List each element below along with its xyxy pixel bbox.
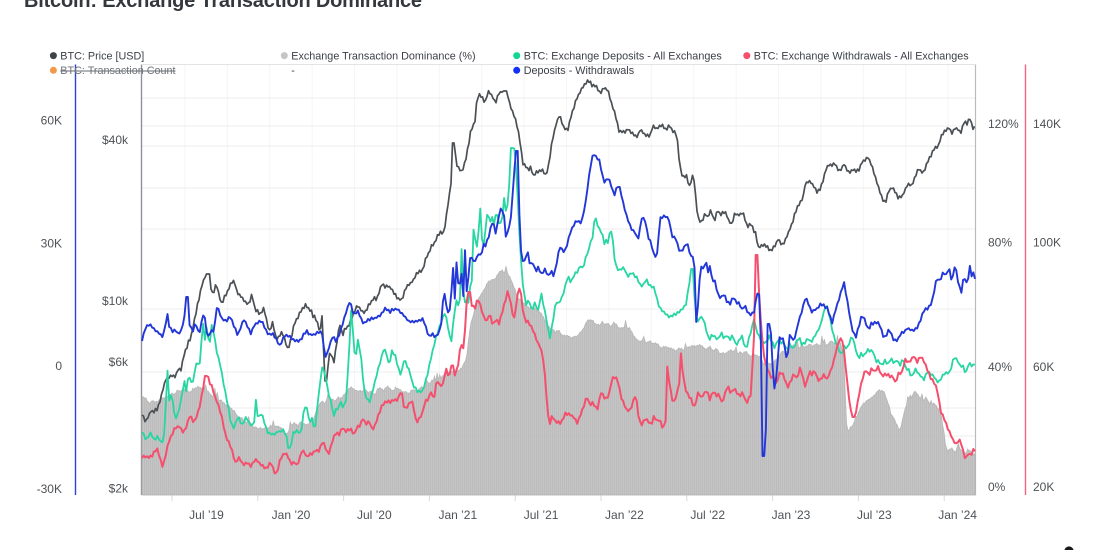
svg-text:Jul ’21: Jul ’21 [524, 508, 559, 522]
svg-text:$10k: $10k [102, 294, 129, 308]
svg-text:60K: 60K [41, 114, 62, 128]
svg-text:$2k: $2k [109, 481, 129, 495]
svg-text:0%: 0% [988, 480, 1006, 494]
svg-text:-30K: -30K [37, 482, 62, 496]
svg-text:100K: 100K [1033, 236, 1061, 250]
svg-text:$40k: $40k [102, 133, 129, 147]
svg-text:Deposits - Withdrawals: Deposits - Withdrawals [524, 65, 635, 77]
svg-text:BTC: Price [USD]: BTC: Price [USD] [60, 50, 144, 62]
svg-text:Jul ’23: Jul ’23 [857, 508, 892, 522]
svg-text:40%: 40% [988, 360, 1012, 374]
svg-text:Jan ’22: Jan ’22 [605, 508, 644, 522]
svg-text:Jul ’19: Jul ’19 [189, 508, 224, 522]
svg-text:80%: 80% [988, 236, 1012, 250]
svg-text:Exchange Transaction Dominance: Exchange Transaction Dominance (%) [291, 50, 475, 62]
svg-text:BTC: Exchange Withdrawals - Al: BTC: Exchange Withdrawals - All Exchange… [754, 50, 969, 62]
svg-text:Jan ’23: Jan ’23 [772, 508, 811, 522]
svg-text:140K: 140K [1033, 117, 1061, 131]
svg-text:Jan ’24: Jan ’24 [938, 508, 977, 522]
svg-text:Jul ’22: Jul ’22 [690, 508, 725, 522]
svg-text:0: 0 [55, 359, 62, 373]
svg-text:$6k: $6k [109, 355, 129, 369]
svg-text:Jul ’20: Jul ’20 [357, 508, 392, 522]
svg-text:120%: 120% [988, 117, 1019, 131]
svg-text:-: - [291, 65, 295, 77]
svg-text:30K: 30K [41, 236, 62, 250]
svg-text:BTC: Transaction Count: BTC: Transaction Count [60, 65, 175, 77]
svg-text:Jan ’21: Jan ’21 [438, 508, 477, 522]
svg-text:60K: 60K [1033, 360, 1054, 374]
svg-text:BTC: Exchange Deposits - All E: BTC: Exchange Deposits - All Exchanges [524, 50, 723, 62]
svg-text:Jan ’20: Jan ’20 [272, 508, 311, 522]
svg-text:20K: 20K [1033, 480, 1054, 494]
